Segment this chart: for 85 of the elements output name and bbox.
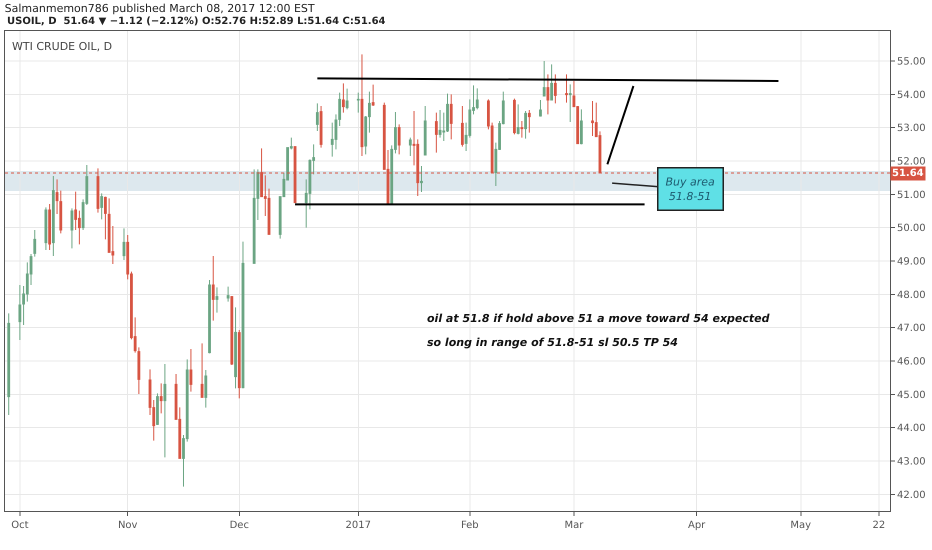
candlestick: [48, 204, 52, 250]
candlestick: [434, 112, 438, 154]
chart-subtitle: USOIL, D 51.64 ▼ −1.12 (−2.12%) O:52.76 H:52.89 L:51.64 C:51.64: [7, 16, 386, 27]
candlestick: [542, 60, 546, 96]
candlestick: [360, 54, 364, 156]
x-tick-label: Apr: [688, 520, 706, 531]
x-tick-label: Oct: [11, 520, 29, 531]
candlestick: [513, 98, 516, 135]
candlestick: [160, 382, 163, 414]
y-tick-label: 51.00: [897, 190, 926, 201]
candlestick: [190, 348, 192, 392]
candlestick: [550, 64, 554, 100]
y-tick-label: 53.00: [897, 123, 926, 134]
y-tick-label: 42.00: [897, 490, 926, 501]
candlestick: [580, 108, 583, 145]
candlestick: [420, 166, 423, 192]
candlestick: [320, 106, 322, 148]
candlestick: [438, 110, 442, 138]
annotation: so long in range of 51.8-51 sl 50.5 TP 54: [427, 336, 678, 349]
candlestick: [100, 192, 104, 220]
y-tick-label: 50.00: [897, 223, 926, 234]
candlestick: [408, 137, 412, 156]
candlestick: [460, 106, 464, 148]
y-tick-label: 54.00: [897, 90, 926, 101]
candlestick: [137, 346, 140, 394]
candlestick: [208, 280, 211, 354]
candlestick: [56, 178, 58, 214]
candlestick: [342, 82, 345, 114]
candlestick: [450, 94, 453, 140]
candlestick: [346, 88, 349, 110]
chart-title: Salmanmemon786 published March 08, 2017 12:00 EST: [4, 2, 315, 15]
candlestick: [44, 206, 48, 250]
x-tick-label: Feb: [460, 520, 479, 531]
candlestick: [316, 102, 319, 132]
candlestick: [528, 110, 531, 134]
candlestick: [122, 228, 126, 260]
ref-line-label: 51.64: [892, 168, 924, 179]
candlestick: [7, 312, 10, 416]
candlestick: [546, 74, 550, 115]
candlestick: [252, 168, 256, 264]
candlestick: [568, 84, 572, 122]
y-tick-label: 44.00: [897, 423, 926, 434]
y-tick-label: 47.00: [897, 323, 926, 334]
candlestick: [234, 306, 237, 389]
candlestick: [242, 241, 244, 389]
y-tick-label: 43.00: [897, 456, 926, 468]
annotation: oil at 51.8 if hold above 51 a move toward 54 expected: [427, 312, 770, 325]
candlestick: [163, 364, 166, 458]
candlestick: [524, 110, 527, 140]
candlestick: [156, 392, 159, 426]
x-tick-label: 22: [872, 520, 886, 531]
candlestick: [204, 370, 208, 408]
y-tick-label: 48.00: [897, 290, 926, 301]
candlestick: [398, 124, 401, 155]
annotation: Buy area 51.8-51: [666, 176, 716, 203]
y-tick-label: 49.00: [897, 256, 926, 268]
x-tick-label: May: [790, 520, 812, 531]
y-tick-label: 45.00: [897, 390, 926, 401]
candlestick: [52, 176, 55, 256]
x-tick-label: Dec: [230, 520, 249, 531]
candlestick: [565, 74, 568, 104]
candlestick: [226, 286, 230, 302]
candlestick: [539, 100, 542, 118]
annotation: WTI CRUDE OIL, D: [12, 40, 112, 53]
candlestick: [424, 106, 427, 156]
candlestick: [520, 120, 524, 138]
candlestick: [372, 84, 375, 106]
y-tick-label: 55.00: [897, 56, 926, 68]
y-tick-label: 46.00: [897, 356, 926, 368]
candlestick: [70, 208, 74, 249]
x-tick-label: Mar: [564, 520, 584, 531]
candlestick: [554, 74, 557, 104]
x-tick-label: 2017: [346, 520, 371, 531]
candlestick: [59, 190, 62, 234]
candlestick: [200, 342, 204, 398]
candlestick: [356, 92, 360, 114]
candlestick: [216, 286, 218, 314]
candlestick: [33, 230, 36, 258]
x-tick-label: Nov: [118, 520, 138, 531]
candlestick: [516, 104, 520, 135]
candlestick: [18, 284, 22, 340]
candlestick: [238, 330, 241, 399]
y-tick-label: 52.00: [897, 156, 926, 168]
candlestick: [591, 100, 594, 136]
candlestick: [212, 256, 215, 322]
